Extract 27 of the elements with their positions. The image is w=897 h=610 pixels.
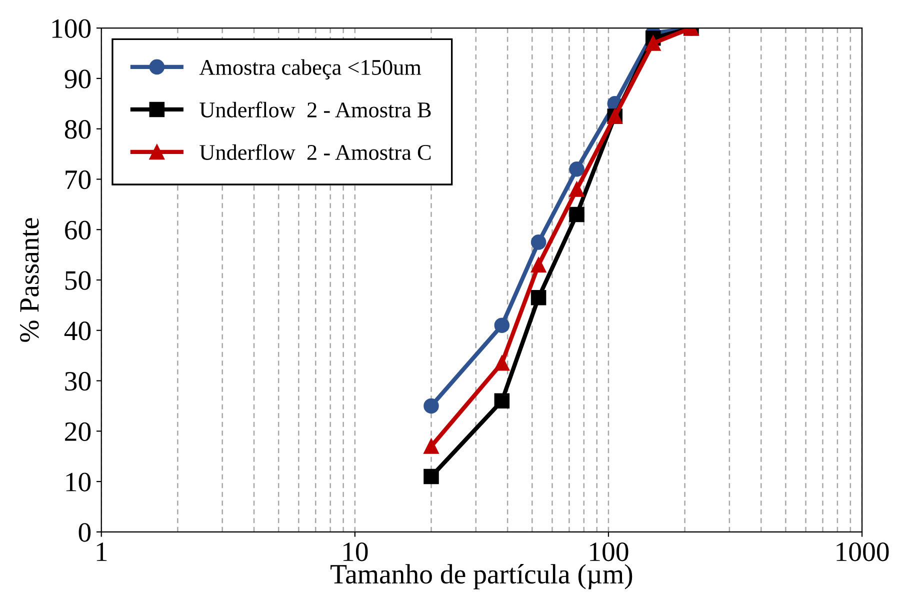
y-tick-label: 10 <box>66 472 91 492</box>
point <box>645 36 661 51</box>
y-tick-label: 70 <box>66 170 91 190</box>
point <box>569 182 584 197</box>
y-tick-label: 40 <box>64 322 91 340</box>
y-tick-label: 100 <box>52 19 91 38</box>
y-tick-label: 0 <box>78 523 91 542</box>
point <box>569 162 584 177</box>
x-tick-label: 100 <box>590 542 628 562</box>
x-tick-label: 1 <box>96 542 107 561</box>
y-axis-title: % Passante <box>20 218 39 342</box>
y-tick-label: 50 <box>65 271 91 290</box>
y-tick-label: 90 <box>64 70 91 88</box>
x-tick-label: 10 <box>343 542 368 562</box>
y-tick-label: 30 <box>65 372 91 391</box>
legend-label: Underflow 2 - Amostra C <box>200 144 431 160</box>
point <box>530 234 546 250</box>
point <box>569 206 584 222</box>
legend-label: Underflow 2 - Amostra B <box>200 102 431 118</box>
y-tick-label: 80 <box>64 120 91 139</box>
point <box>530 257 546 273</box>
y-tick-label: 20 <box>65 422 91 442</box>
legend-label: Amostra cabeça <150um <box>199 59 422 80</box>
x-axis-title: Tamanho de partícula (µm) <box>330 564 632 590</box>
y-tick-label: 60 <box>65 220 91 240</box>
point <box>530 290 546 306</box>
x-tick-label: 1000 <box>836 542 889 562</box>
